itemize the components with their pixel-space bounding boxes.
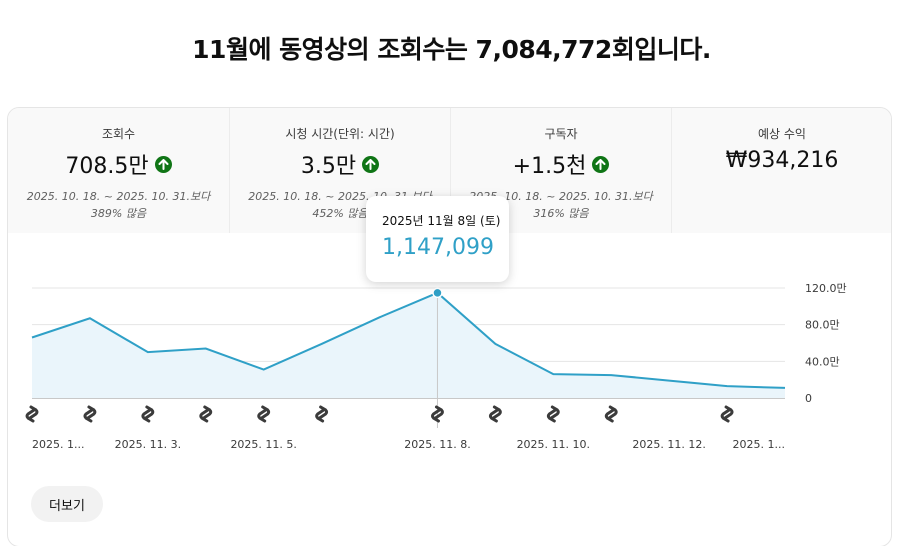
shorts-icon	[257, 405, 271, 423]
chart-tooltip: 2025년 11월 8일 (토) 1,147,099	[366, 196, 509, 282]
x-tick-label: 2025. 11. 8.	[404, 438, 470, 451]
stat-label: 시청 시간(단위: 시간)	[285, 127, 395, 141]
data-point	[666, 378, 672, 384]
data-point	[261, 367, 267, 373]
shorts-icon	[315, 405, 329, 423]
data-point	[29, 335, 35, 341]
analytics-card: 조회수 708.5만 2025. 10. 18. ~ 2025. 10. 31.…	[7, 107, 892, 546]
stat-tab-views[interactable]: 조회수 708.5만 2025. 10. 18. ~ 2025. 10. 31.…	[8, 108, 229, 233]
x-tick-label: 2025. 11. 3.	[115, 438, 181, 451]
shorts-icon	[604, 405, 618, 423]
y-tick-label: 0	[805, 392, 812, 405]
arrow-up-icon	[362, 155, 380, 173]
data-point	[319, 341, 325, 347]
shorts-icon	[430, 405, 444, 423]
headline: 11월에 동영상의 조회수는 7,084,772회입니다.	[192, 35, 711, 64]
area-fill	[32, 292, 785, 398]
stat-label: 예상 수익	[758, 127, 806, 141]
data-point	[87, 315, 93, 321]
x-tick-label: 2025. 1...	[733, 438, 785, 451]
tooltip-date: 2025년 11월 8일 (토)	[382, 214, 501, 228]
data-point	[724, 383, 730, 389]
shorts-icon	[720, 405, 734, 423]
x-tick-label: 2025. 1...	[32, 438, 84, 451]
stat-compare: 2025. 10. 18. ~ 2025. 10. 31.보다 316% 많음	[469, 190, 653, 220]
shorts-icon	[25, 405, 39, 423]
shorts-icon	[83, 405, 97, 423]
y-tick-label: 40.0만	[805, 355, 840, 368]
shorts-icon	[141, 405, 155, 423]
shorts-icon	[488, 405, 502, 423]
data-point	[145, 349, 151, 355]
series-line	[31, 291, 786, 389]
x-tick-label: 2025. 11. 5.	[230, 438, 296, 451]
data-point	[377, 314, 383, 320]
data-point	[782, 385, 788, 391]
stat-tabs: 조회수 708.5만 2025. 10. 18. ~ 2025. 10. 31.…	[8, 108, 891, 233]
stat-value: 3.5만	[300, 154, 357, 179]
views-chart[interactable]: 120.0만 80.0만 40.0만 0 2025. 1... 2025. 11. 3. 2…	[8, 108, 892, 478]
more-button[interactable]: 더보기	[31, 486, 103, 522]
shorts-icon	[199, 405, 213, 423]
stat-value: +1.5천	[512, 154, 587, 179]
arrow-up-icon	[154, 155, 172, 173]
highlight-point	[432, 287, 443, 299]
stat-tab-revenue[interactable]: 예상 수익 ₩934,216	[671, 108, 891, 233]
arrow-up-icon	[592, 155, 610, 173]
stat-compare: 2025. 10. 18. ~ 2025. 10. 31.보다 389% 많음	[26, 190, 211, 220]
x-tick-label: 2025. 11. 12.	[632, 438, 705, 451]
shorts-icon	[546, 405, 560, 423]
stat-value: 708.5만	[65, 154, 149, 179]
stat-label: 조회수	[101, 127, 136, 141]
x-tick-label: 2025. 11. 10.	[517, 438, 590, 451]
y-tick-label: 80.0만	[805, 319, 840, 332]
stat-label: 구독자	[544, 127, 578, 141]
data-point	[608, 372, 614, 378]
data-point	[203, 346, 209, 352]
y-tick-label: 120.0만	[805, 282, 847, 295]
stat-tab-watch-time[interactable]: 시청 시간(단위: 시간) 3.5만 2025. 10. 18. ~ 2025.…	[229, 108, 450, 233]
tooltip-value: 1,147,099	[382, 235, 494, 260]
stat-value: ₩934,216	[725, 148, 839, 173]
data-point	[550, 371, 556, 377]
data-point	[492, 341, 498, 347]
